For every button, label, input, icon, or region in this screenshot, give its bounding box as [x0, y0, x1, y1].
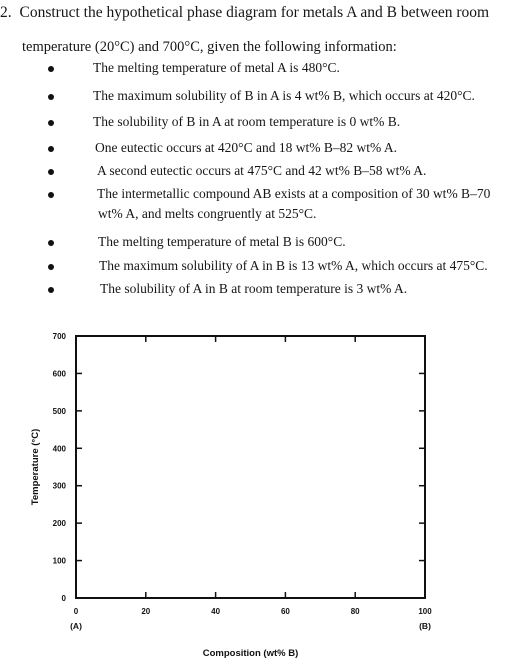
y-tick-label: 0	[62, 594, 67, 603]
x-axis-title: Composition (wt% B)	[203, 648, 299, 659]
y-tick-label: 100	[53, 557, 67, 566]
plot-frame	[75, 335, 426, 599]
x-tick-label: 40	[211, 607, 220, 616]
bullet-icon	[48, 169, 54, 175]
problem-text-1: Construct the hypothetical phase diagram…	[19, 4, 490, 21]
bullet-icon	[48, 120, 54, 126]
y-tick-label: 700	[53, 332, 67, 341]
bullet-icon	[48, 94, 54, 100]
x-tick-label: 100	[418, 607, 432, 616]
y-tick-label: 600	[53, 369, 67, 378]
x-tick-label: 60	[281, 607, 290, 616]
bullet-icon	[48, 146, 54, 152]
problem-statement-line-2: temperature (20°C) and 700°C, given the …	[22, 39, 397, 55]
x-tick-label: 0	[74, 607, 79, 616]
y-tick-label: 300	[53, 482, 67, 491]
x-end-label-a: (A)	[70, 621, 82, 631]
problem-number: 2.	[0, 4, 12, 21]
x-tick-label: 20	[141, 607, 150, 616]
y-tick-label: 400	[53, 444, 67, 453]
y-tick-label: 500	[53, 407, 67, 416]
problem-statement-line-1: 2. Construct the hypothetical phase diag…	[0, 4, 489, 22]
bullet-icon	[48, 287, 54, 293]
bullet-icon	[48, 240, 54, 246]
x-end-label-b: (B)	[419, 621, 431, 631]
blank-phase-diagram-grid: 0 100 200 300 400 500 600 700 0 20 40 60 80 100 (A) (B)…	[30, 332, 432, 659]
y-tick-label: 200	[53, 519, 67, 528]
bullet-icon	[48, 264, 54, 270]
bullet-icon	[48, 66, 54, 72]
x-tick-label: 80	[351, 607, 360, 616]
y-axis-title: Temperature (°C)	[30, 429, 41, 505]
bullet-6-continuation: wt% A, and melts congruently at 525°C.	[98, 206, 317, 221]
bullet-icon	[48, 192, 54, 198]
